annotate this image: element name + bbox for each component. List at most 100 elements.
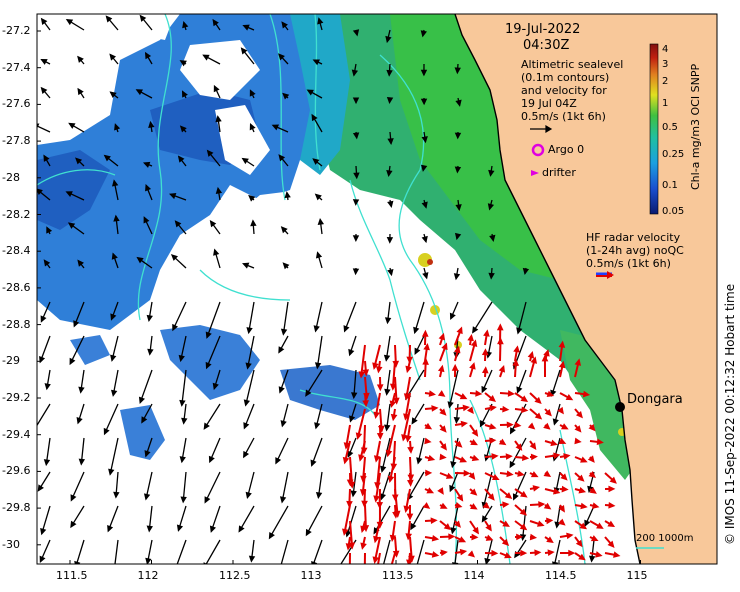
hf-arrow-head xyxy=(345,543,353,551)
hf-arrow-head xyxy=(462,404,470,412)
lat-tick-label: -29.2 xyxy=(2,391,31,404)
velocity-arrow-head xyxy=(447,401,454,409)
velocity-arrow-head xyxy=(305,528,312,537)
hf-arrow-head xyxy=(529,442,537,450)
velocity-arrow-head xyxy=(75,157,83,165)
velocity-arrow-head xyxy=(213,248,220,256)
hf-arrow-head xyxy=(488,395,497,402)
velocity-arrow xyxy=(521,505,527,540)
velocity-arrow-head xyxy=(516,386,523,394)
velocity-arrow-head xyxy=(282,92,290,100)
velocity-arrow-head xyxy=(481,515,488,523)
hf-arrow-head xyxy=(498,364,506,373)
velocity-arrow-head xyxy=(205,331,212,339)
velocity-arrow xyxy=(407,471,425,500)
velocity-arrow-head xyxy=(241,157,249,165)
velocity-arrow xyxy=(416,539,425,564)
hf-arrow-head xyxy=(587,455,595,463)
lat-tick-label: -30 xyxy=(2,537,20,551)
hf-arrow-head xyxy=(440,443,447,451)
velocity-arrow-head xyxy=(584,519,591,528)
velocity-arrow-head xyxy=(352,97,360,105)
velocity-arrow-head xyxy=(39,356,46,364)
velocity-arrow xyxy=(305,505,323,536)
velocity-arrow-head xyxy=(70,494,77,502)
hf-arrow-head xyxy=(376,501,384,509)
hf-arrow-head xyxy=(534,412,543,420)
hf-arrow-head xyxy=(561,485,569,493)
hf-arrow-head xyxy=(502,501,510,509)
colorbar-tick: 0.5 xyxy=(662,122,678,133)
velocity-arrow xyxy=(509,437,527,468)
hf-arrow-head xyxy=(513,345,520,353)
velocity-arrow-head xyxy=(422,272,429,280)
hf-arrow-head xyxy=(485,523,492,532)
velocity-arrow-head xyxy=(245,491,252,499)
velocity-arrow-head xyxy=(77,87,84,96)
velocity-arrow-head xyxy=(180,496,187,504)
hf-arrow-head xyxy=(497,337,504,345)
hf-arrow-head xyxy=(502,405,510,413)
hf-arrow-head xyxy=(552,488,561,495)
velocity-arrow-head xyxy=(141,416,148,424)
hf-scale-arrow xyxy=(596,271,614,279)
velocity-arrow-head xyxy=(68,122,76,129)
hf-arrow-head xyxy=(342,456,350,465)
hf-arrow-head xyxy=(558,437,567,445)
velocity-arrow-head xyxy=(421,136,428,144)
velocity-arrow-head xyxy=(145,183,152,192)
velocity-arrow-head xyxy=(352,132,360,140)
hf-arrow-head xyxy=(456,326,463,335)
velocity-arrow xyxy=(176,539,187,564)
hf-arrow-head xyxy=(406,356,414,364)
hf-arrow-head xyxy=(502,520,510,527)
credit-text: © IMOS 11-Sep-2022 00:12:32 Hobart time xyxy=(723,283,737,545)
hf-arrow-head xyxy=(458,536,467,543)
velocity-arrow-head xyxy=(387,268,394,277)
hf-arrow-head xyxy=(534,549,542,557)
velocity-arrow-head xyxy=(46,226,53,234)
hf-arrow-head xyxy=(454,345,461,354)
velocity-arrow-head xyxy=(73,320,80,328)
velocity-arrow-head xyxy=(278,154,286,162)
hf-arrow-head xyxy=(574,437,582,445)
hf-arrow-head xyxy=(568,549,576,557)
hf-arrow-head xyxy=(389,534,397,543)
velocity-arrow-head xyxy=(352,268,360,276)
hf-arrow-head xyxy=(577,474,585,482)
hf-arrow-head xyxy=(441,342,448,351)
velocity-arrow-head xyxy=(386,237,394,244)
velocity-arrow-head xyxy=(305,389,312,397)
hf-radar-velocity-arrows xyxy=(341,323,621,564)
hf-arrow-head xyxy=(574,425,582,433)
hf-line: 0.5m/s (1kt 6h) xyxy=(586,257,671,270)
hf-arrow-head xyxy=(575,539,583,548)
velocity-arrow-head xyxy=(40,17,48,25)
hf-arrow-head xyxy=(438,332,445,341)
hf-arrow-head xyxy=(547,549,555,557)
velocity-arrow-head xyxy=(205,361,212,370)
place-dongara: Dongara xyxy=(627,392,683,407)
hf-arrow-head xyxy=(512,358,519,366)
velocity-arrow-head xyxy=(179,399,186,407)
velocity-arrow-head xyxy=(40,527,47,536)
hf-arrow-head xyxy=(530,471,539,478)
velocity-arrow-head xyxy=(250,219,257,227)
velocity-arrow-head xyxy=(488,272,495,280)
hf-arrow-head xyxy=(460,420,468,428)
velocity-arrow xyxy=(346,505,357,537)
hf-arrow-head xyxy=(550,439,558,447)
cloud-gap xyxy=(140,14,175,40)
velocity-arrow-head xyxy=(413,326,420,335)
hf-arrow-head xyxy=(521,454,530,462)
velocity-arrow-head xyxy=(314,422,321,430)
hf-arrow-head xyxy=(481,366,489,374)
hf-arrow-head xyxy=(426,487,435,494)
velocity-arrow-head xyxy=(40,315,47,323)
velocity-arrow-head xyxy=(349,415,356,423)
hf-arrow-head xyxy=(439,453,447,461)
velocity-arrow-head xyxy=(352,199,360,206)
hf-arrow-head xyxy=(424,437,432,445)
hf-arrow-head xyxy=(514,421,522,429)
